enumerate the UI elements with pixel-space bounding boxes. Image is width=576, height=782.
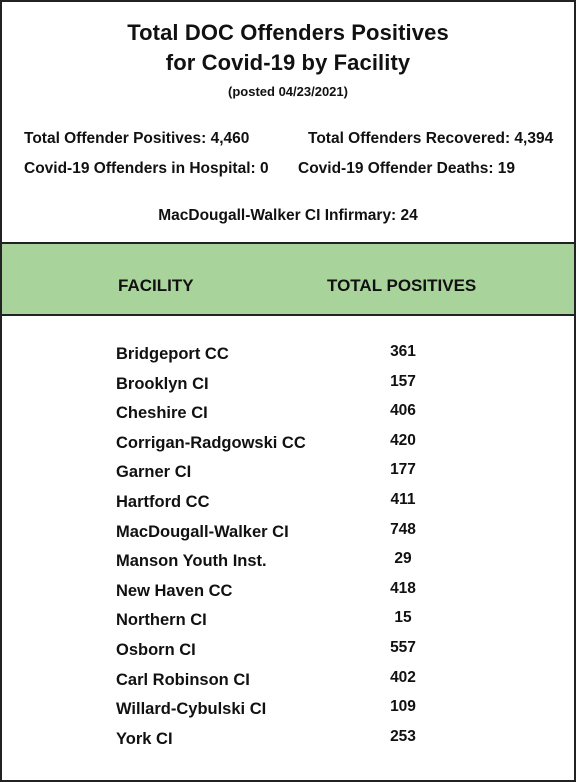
facility-name: Carl Robinson CI — [116, 670, 250, 689]
table-row: Garner CI 177 — [2, 461, 574, 491]
facility-total: 361 — [390, 343, 416, 360]
table-row: Brooklyn CI 157 — [2, 373, 574, 403]
table-row: Cheshire CI 406 — [2, 402, 574, 432]
table-row: MacDougall-Walker CI 748 — [2, 521, 574, 551]
facility-name: Brooklyn CI — [116, 374, 209, 393]
facility-name: New Haven CC — [116, 581, 233, 600]
table-row: Hartford CC 411 — [2, 491, 574, 521]
summary-header: Total DOC Offenders Positives for Covid-… — [2, 2, 574, 244]
stat-in-hospital: Covid-19 Offenders in Hospital: 0 — [24, 160, 269, 177]
facility-table: Bridgeport CC 361 Brooklyn CI 157 Cheshi… — [2, 343, 574, 757]
table-row: York CI 253 — [2, 728, 574, 758]
facility-name: MacDougall-Walker CI — [116, 522, 289, 541]
facility-total: 402 — [390, 668, 416, 686]
stat-total-positives: Total Offender Positives: 4,460 — [24, 130, 250, 147]
table-row: Bridgeport CC 361 — [2, 343, 574, 373]
facility-name: Osborn CI — [116, 640, 196, 659]
table-row: Willard-Cybulski CI 109 — [2, 698, 574, 728]
column-header-facility: FACILITY — [118, 276, 194, 295]
facility-total: 557 — [390, 638, 416, 656]
facility-total: 29 — [394, 550, 412, 568]
title-line-2: for Covid-19 by Facility — [165, 50, 411, 75]
facility-total: 157 — [390, 372, 416, 390]
facility-total: 406 — [390, 402, 416, 420]
posted-date: (posted 04/23/2021) — [228, 84, 348, 99]
facility-name: Cheshire CI — [116, 404, 208, 423]
facility-total: 411 — [390, 490, 416, 508]
table-row: Manson Youth Inst. 29 — [2, 550, 574, 580]
facility-total: 177 — [390, 461, 416, 479]
facility-name: Willard-Cybulski CI — [116, 700, 267, 719]
facility-name: Garner CI — [116, 463, 192, 482]
facility-name: Bridgeport CC — [116, 345, 229, 363]
table-row: Osborn CI 557 — [2, 639, 574, 669]
facility-name: Manson Youth Inst. — [116, 552, 267, 571]
facility-name: Hartford CC — [116, 492, 210, 511]
facility-name: York CI — [116, 729, 173, 748]
facility-total: 748 — [390, 520, 416, 538]
facility-name: Northern CI — [116, 611, 207, 630]
table-row: New Haven CC 418 — [2, 580, 574, 610]
table-row: Carl Robinson CI 402 — [2, 669, 574, 699]
facility-total: 418 — [390, 579, 416, 597]
table-header-band — [2, 244, 574, 316]
facility-total: 253 — [390, 727, 416, 745]
title-line-1: Total DOC Offenders Positives — [127, 20, 449, 45]
stat-infirmary: MacDougall-Walker CI Infirmary: 24 — [158, 207, 418, 224]
facility-name: Corrigan-Radgowski CC — [116, 433, 306, 452]
facility-total: 420 — [390, 431, 416, 449]
facility-total: 109 — [390, 698, 416, 716]
table-row: Northern CI 15 — [2, 609, 574, 639]
stat-deaths: Covid-19 Offender Deaths: 19 — [298, 160, 516, 177]
facility-total: 15 — [394, 609, 412, 627]
stat-total-recovered: Total Offenders Recovered: 4,394 — [308, 130, 554, 147]
table-row: Corrigan-Radgowski CC 420 — [2, 432, 574, 462]
column-header-total-positives: TOTAL POSITIVES — [327, 276, 477, 295]
